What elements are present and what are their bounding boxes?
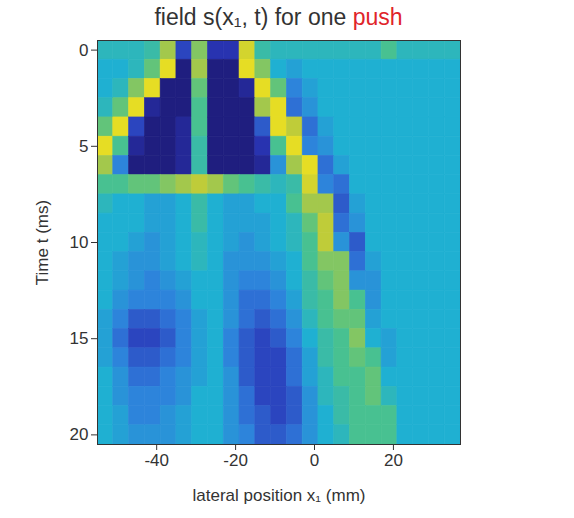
svg-text:0: 0 — [310, 451, 319, 470]
html-text:field s(x₁, t) for one push: field s(x₁, t) for one push — [154, 4, 403, 30]
svg-text:20: 20 — [70, 425, 89, 444]
svg-text:5: 5 — [79, 137, 88, 156]
svg-text:-40: -40 — [144, 451, 169, 470]
svg-text:Time t (ms): Time t (ms) — [33, 200, 52, 285]
svg-text:20: 20 — [384, 451, 403, 470]
svg-text:-20: -20 — [223, 451, 248, 470]
svg-text:15: 15 — [70, 329, 89, 348]
svg-text:0: 0 — [79, 41, 88, 60]
svg-text:10: 10 — [70, 233, 89, 252]
svg-text:lateral position x₁ (mm): lateral position x₁ (mm) — [193, 486, 366, 505]
